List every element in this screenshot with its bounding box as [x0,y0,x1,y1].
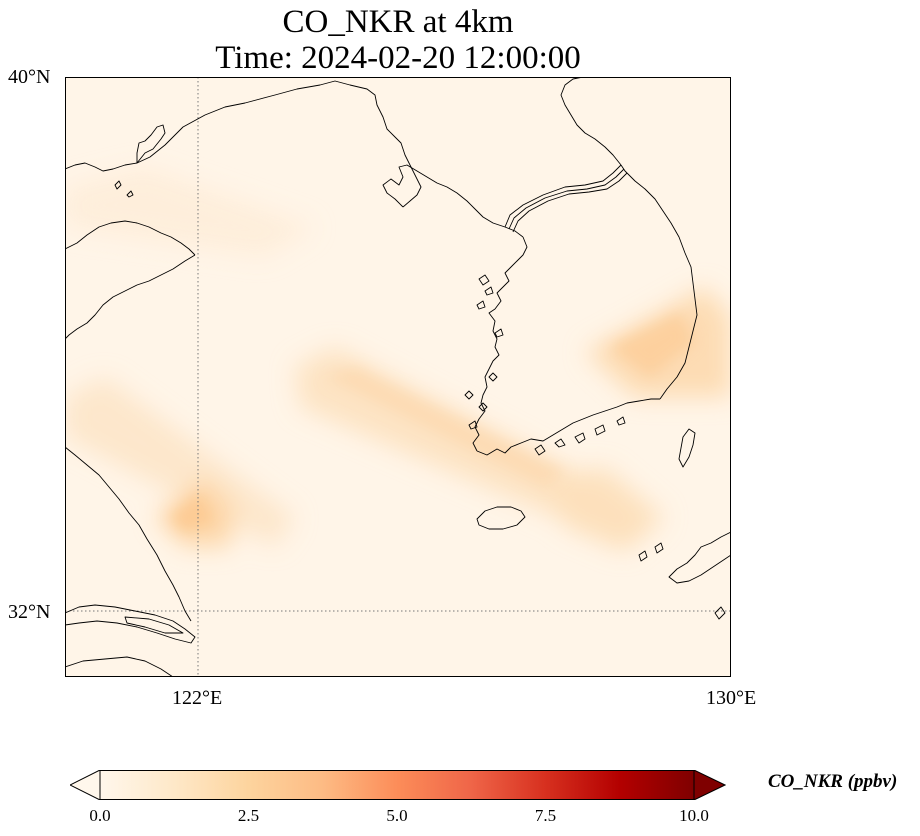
bohai-bay-north-shore [65,162,138,172]
plume-central-core [325,367,565,487]
kyushu-coast [668,531,731,584]
gridlines [65,77,731,677]
map-canvas[interactable] [65,77,731,677]
colorbar-tick-label: 2.5 [237,806,260,825]
plume-shandong-coast-band [65,377,295,547]
liaodong-peninsula-west [136,124,166,164]
plume-delta-core [170,492,215,532]
shandong-north-coast [65,220,196,256]
colorbar-outline [99,770,695,800]
plume-east-korea-core [610,312,695,377]
gyeonggi-bay-islands [476,274,494,310]
dmz-band-inner [512,172,628,233]
dmz-band-outer [504,164,622,228]
lon-tick-label-130: 130°E [706,687,757,709]
map-panel[interactable] [65,77,731,677]
colorbar-extend-high [693,769,727,801]
korea-south-islands [534,416,626,456]
colorbar-tick-label: 7.5 [534,806,557,825]
korea-south-coast [476,398,660,456]
chongming-island [124,616,184,634]
lon-tick-label-122: 122°E [172,687,223,709]
plume-korea-strait-band [545,467,665,552]
colorbar-graphic [68,769,727,801]
jeju-island [476,506,526,530]
lat-tick-label-32: 32°N [8,601,51,623]
hangzhou-bay-coast [65,656,174,677]
colorbar-tick-label: 5.0 [386,806,408,825]
korea-east-coast [620,164,698,400]
plume-north-faint-band [65,167,315,257]
liaodong-islands [114,180,134,198]
title-line-2: Time: 2024-02-20 12:00:00 [215,40,581,76]
jiangsu-coast [65,446,192,622]
lat-tick-label-40: 40°N [8,66,51,88]
title-line-1: CO_NKR at 4km [282,4,514,40]
colorbar-gradient [100,770,694,800]
tsushima-island [678,428,696,468]
concentration-field [65,167,731,552]
map-title: CO_NKR at 4km Time: 2024-02-20 12:00:00 [65,4,731,76]
korea-west-coast [472,236,528,452]
colorbar [68,769,727,801]
colorbar-tick-label: 10.0 [679,806,709,825]
korea-bay-coast [382,164,524,238]
colorbar-extend-low [68,769,101,801]
shandong-peninsula [65,254,196,340]
oki-islands [714,606,726,620]
north-korea-upper-coast [560,77,622,166]
dmz-band-mid [508,168,625,230]
colorbar-label: CO_NKR (ppbv) [768,771,898,792]
coastlines [65,77,731,677]
colorbar-tick-label: 0.0 [89,806,111,825]
korea-west-islands [464,328,504,430]
map-frame [65,77,731,677]
kyushu-west-islands [638,542,664,562]
yangtze-estuary [65,604,196,644]
liaodong-coast [136,80,422,208]
